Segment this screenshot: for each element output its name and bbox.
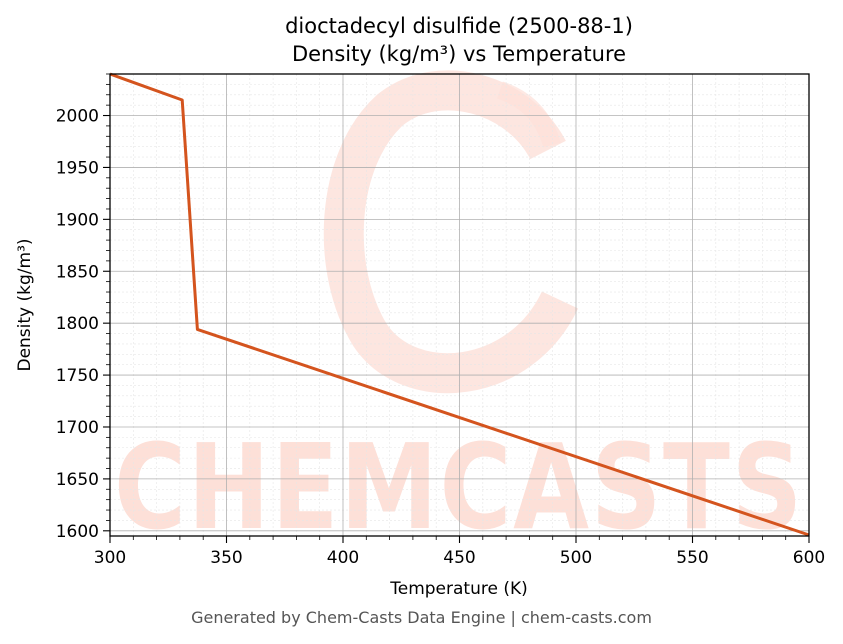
watermark: CHEMCASTS bbox=[114, 70, 804, 556]
x-tick-labels: 300 350 400 450 500 550 600 bbox=[94, 548, 825, 568]
x-tick-label: 350 bbox=[210, 548, 242, 568]
chart-title: dioctadecyl disulfide (2500-88-1) bbox=[285, 14, 633, 38]
x-tick-label: 600 bbox=[793, 548, 825, 568]
x-tick-label: 400 bbox=[327, 548, 359, 568]
y-tick-label: 1950 bbox=[56, 158, 99, 178]
major-grid bbox=[109, 74, 810, 536]
y-tick-label: 1750 bbox=[56, 366, 99, 386]
y-tick-labels: 1600 1650 1700 1750 1800 1850 1900 1950 2000 bbox=[56, 107, 99, 542]
y-tick-label: 1650 bbox=[56, 470, 99, 490]
watermark-swirl bbox=[323, 70, 579, 394]
y-tick-label: 1700 bbox=[56, 418, 99, 438]
y-tick-label: 1850 bbox=[56, 262, 99, 282]
x-axis-label: Temperature (K) bbox=[389, 579, 528, 599]
x-tick-label: 300 bbox=[94, 548, 126, 568]
y-tick-label: 1800 bbox=[56, 314, 99, 334]
watermark-text: CHEMCASTS bbox=[114, 418, 804, 556]
ticks bbox=[103, 73, 810, 543]
y-tick-label: 2000 bbox=[56, 107, 99, 127]
x-tick-label: 450 bbox=[443, 548, 475, 568]
footer-credit: Generated by Chem-Casts Data Engine | ch… bbox=[191, 608, 652, 627]
x-tick-label: 550 bbox=[676, 548, 708, 568]
y-axis-label: Density (kg/m³) bbox=[15, 238, 35, 371]
y-tick-label: 1900 bbox=[56, 210, 99, 230]
density-line bbox=[109, 72, 810, 537]
y-tick-label: 1600 bbox=[56, 522, 99, 542]
chart-subtitle: Density (kg/m³) vs Temperature bbox=[292, 42, 626, 66]
series-layer bbox=[109, 72, 810, 537]
x-tick-label: 500 bbox=[560, 548, 592, 568]
